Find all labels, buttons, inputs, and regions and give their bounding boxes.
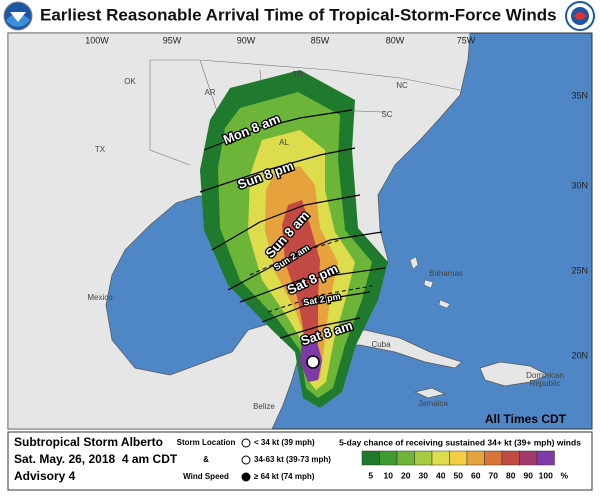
scale-label: 10 (384, 470, 394, 480)
place-label: Dominican (526, 371, 564, 380)
scale-label: 50 (454, 470, 464, 480)
lon-label: 85W (311, 35, 330, 45)
lat-label: 35N (571, 90, 588, 100)
scale-swatch (361, 450, 380, 466)
hispaniola (479, 361, 549, 387)
storm-name: Subtropical Storm Alberto (14, 435, 163, 449)
arrival-contours (199, 109, 386, 339)
title: Earliest Reasonable Arrival Time of Trop… (40, 5, 557, 24)
place-label: AR (204, 88, 215, 97)
place-label: Cuba (371, 340, 391, 349)
noaa-logo (3, 1, 33, 31)
map: 100W 95W 90W 85W 80W 75W 35N 30N 25N 20N OK AR TN NC S… (7, 32, 593, 430)
key-symbol (241, 438, 251, 448)
place-label: OK (124, 77, 136, 86)
lon-label: 75W (457, 35, 476, 45)
place-label: Republic (529, 379, 560, 388)
swath-80 (282, 200, 320, 374)
key-item: 34-63 kt (39-73 mph) (254, 455, 331, 464)
scale-unit: % (561, 470, 569, 480)
place-label: SC (381, 110, 392, 119)
jamaica (413, 387, 447, 399)
lon-label: 80W (386, 35, 405, 45)
lat-label: 25N (571, 265, 588, 275)
place-label: Mexico (87, 293, 113, 302)
nws-logo (565, 1, 595, 31)
place-label: TN (293, 70, 304, 79)
scale-swatch (519, 450, 538, 466)
lat-label: 30N (571, 180, 588, 190)
place-label: Bahamas (429, 269, 463, 278)
storm-date: Sat. May. 26, 2018 4 am CDT (14, 452, 178, 466)
lon-label: 95W (163, 35, 182, 45)
place-label: NC (396, 81, 408, 90)
scale-label: 100 (539, 470, 553, 480)
scale-label: 5 (368, 470, 373, 480)
key-symbol (241, 455, 251, 465)
bahamas (409, 256, 451, 309)
scale-label: 80 (506, 470, 516, 480)
lon-label: 90W (237, 35, 256, 45)
scale-label: 90 (524, 470, 534, 480)
scale-swatch (536, 450, 555, 466)
key-item: < 34 kt (39 mph) (254, 438, 315, 447)
scale-swatch (396, 450, 415, 466)
scale-swatch (431, 450, 450, 466)
scale-label: 20 (401, 470, 411, 480)
storm-location (306, 355, 320, 369)
scale-swatch (501, 450, 520, 466)
place-label: AL (279, 138, 289, 147)
place-label: Belize (253, 402, 275, 411)
lat-label: 20N (571, 350, 588, 360)
scale-title: 5-day chance of receiving sustained 34+ … (339, 437, 581, 447)
advisory: Advisory 4 (14, 469, 76, 483)
key-item: ≥ 64 kt (74 mph) (254, 472, 315, 481)
lon-label: 100W (85, 35, 109, 45)
key-title: Wind Speed (183, 472, 229, 481)
times-note: All Times CDT (485, 412, 567, 426)
scale-label: 30 (419, 470, 429, 480)
place-label: TX (95, 145, 106, 154)
scale-swatch (449, 450, 468, 466)
key-symbol (241, 472, 251, 482)
scale-swatch (414, 450, 433, 466)
scale-label: 70 (489, 470, 499, 480)
scale-swatch (379, 450, 398, 466)
scale-label: 60 (471, 470, 481, 480)
key-title: & (203, 455, 209, 464)
place-label: Jamaica (418, 399, 448, 408)
key-title: Storm Location (177, 438, 236, 447)
scale-swatch (466, 450, 485, 466)
scale-label: 40 (436, 470, 446, 480)
scale-swatch (484, 450, 503, 466)
